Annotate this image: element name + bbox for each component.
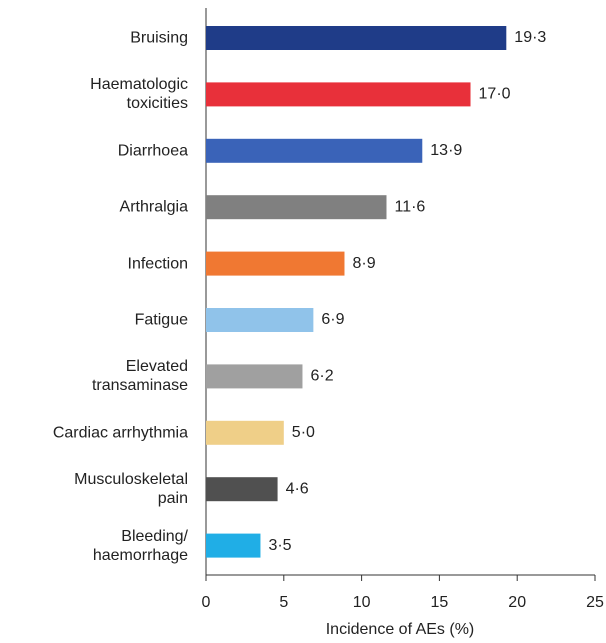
- x-tick-label: 15: [431, 594, 449, 611]
- value-label: 13·9: [430, 142, 462, 159]
- value-label: 8·9: [352, 255, 375, 272]
- value-label: 4·6: [286, 480, 309, 497]
- bar: [206, 420, 284, 445]
- y-tick-label: Infection: [127, 255, 188, 273]
- y-tick-label: Diarrhoea: [117, 142, 188, 160]
- y-tick-label: Fatigue: [134, 311, 188, 329]
- y-tick-label: Musculoskeletal pain: [74, 471, 188, 508]
- x-tick-label: 0: [202, 594, 211, 611]
- y-tick-label: Cardiac arrhythmia: [52, 424, 188, 442]
- bar: [206, 195, 387, 220]
- y-tick-label: Elevated transaminase: [91, 358, 188, 395]
- value-label: 6·9: [321, 311, 344, 328]
- x-tick-label: 25: [586, 594, 604, 611]
- bar: [206, 138, 423, 163]
- bar: [206, 477, 278, 502]
- x-tick-label: 20: [508, 594, 526, 611]
- x-tick-label: 10: [353, 594, 371, 611]
- value-label: 19·3: [514, 29, 546, 46]
- bar: [206, 364, 303, 389]
- bar: [206, 251, 345, 276]
- y-tick-label: Arthralgia: [119, 198, 188, 216]
- value-label: 17·0: [479, 86, 511, 103]
- bar: [206, 308, 314, 332]
- x-tick-label: 5: [279, 594, 288, 611]
- value-label: 3·5: [268, 537, 291, 554]
- bar: [206, 533, 261, 558]
- value-label: 11·6: [394, 198, 425, 215]
- y-tick-label: Bleeding/ haemorrhage: [92, 527, 188, 564]
- y-tick-label: Haematologic toxicities: [90, 76, 188, 113]
- x-axis-label: Incidence of AEs (%): [326, 621, 475, 638]
- value-label: 5·0: [292, 424, 315, 441]
- bar: [206, 82, 471, 107]
- value-label: 6·2: [310, 368, 333, 385]
- y-tick-label: Bruising: [130, 29, 188, 47]
- bar: [206, 26, 507, 50]
